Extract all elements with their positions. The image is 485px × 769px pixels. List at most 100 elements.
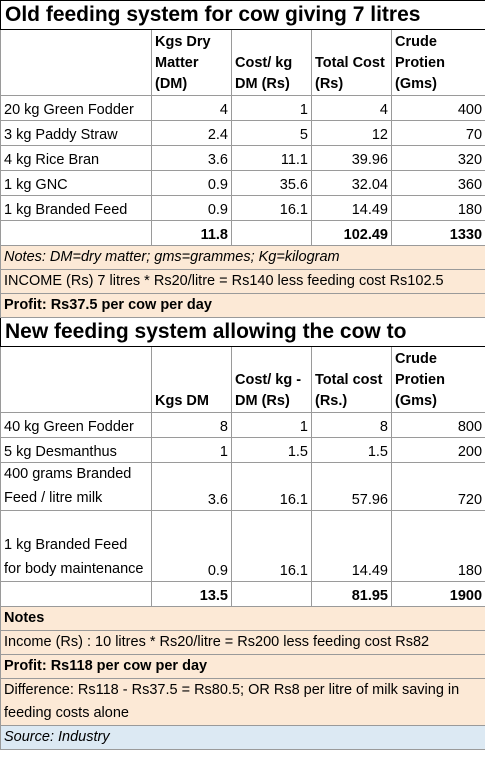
old-title-row: Old feeding system for cow giving 7 litr… — [0, 0, 485, 30]
old-totals-row: 11.8 102.49 1330 — [0, 220, 485, 246]
difference-note: Difference: Rs118 - Rs37.5 = Rs80.5; OR … — [0, 678, 485, 726]
old-row-protein: 320 — [390, 145, 485, 171]
new-header-crude-protein: Crude Protien (Gms) — [390, 346, 485, 413]
new-row-protein: 200 — [390, 437, 485, 463]
new-row-protein: 180 — [390, 510, 485, 582]
new-row-item: 40 kg Green Fodder — [0, 412, 152, 438]
old-total-cost: 102.49 — [311, 220, 392, 246]
feeding-table: Old feeding system for cow giving 7 litr… — [0, 0, 485, 750]
old-total-cost-blank — [231, 220, 312, 246]
old-row-protein: 400 — [390, 95, 485, 121]
new-row-protein: 720 — [390, 462, 485, 511]
old-row-cost: 1 — [231, 95, 312, 121]
old-profit: Profit: Rs37.5 per cow per day — [0, 293, 485, 318]
old-income-row: INCOME (Rs) 7 litres * Rs20/litre = Rs14… — [0, 269, 485, 294]
old-profit-row: Profit: Rs37.5 per cow per day — [0, 293, 485, 318]
source-row: Source: Industry — [0, 725, 485, 750]
new-notes: Notes — [0, 606, 485, 631]
new-income-row: Income (Rs) : 10 litres * Rs20/litre = R… — [0, 630, 485, 655]
old-row-item: 1 kg GNC — [0, 170, 152, 196]
old-income: INCOME (Rs) 7 litres * Rs20/litre = Rs14… — [0, 269, 485, 294]
new-row-cost: 1.5 — [231, 437, 312, 463]
new-row-cost: 16.1 — [231, 462, 312, 511]
new-row-cost: 1 — [231, 412, 312, 438]
old-row-total: 4 — [311, 95, 392, 121]
old-row-total: 12 — [311, 120, 392, 146]
old-row-dm: 3.6 — [151, 145, 232, 171]
old-header-cost-per-kg: Cost/ kg DM (Rs) — [231, 29, 312, 96]
old-row-cost: 16.1 — [231, 195, 312, 221]
old-row-dm: 0.9 — [151, 195, 232, 221]
difference-row: Difference: Rs118 - Rs37.5 = Rs80.5; OR … — [0, 678, 485, 726]
old-system-title: Old feeding system for cow giving 7 litr… — [0, 0, 485, 30]
new-total-cost: 81.95 — [311, 581, 392, 607]
old-row-item: 3 kg Paddy Straw — [0, 120, 152, 146]
new-row-item: 400 grams Branded Feed / litre milk — [0, 462, 152, 511]
old-header-row: Kgs Dry Matter (DM) Cost/ kg DM (Rs) Tot… — [0, 29, 485, 96]
new-system-title: New feeding system allowing the cow to — [0, 317, 485, 347]
old-row: 1 kg Branded Feed 0.9 16.1 14.49 180 — [0, 195, 485, 221]
old-row-protein: 360 — [390, 170, 485, 196]
new-row-total: 14.49 — [311, 510, 392, 582]
new-row-total: 8 — [311, 412, 392, 438]
new-header-row: Kgs DM Cost/ kg - DM (Rs) Total cost (Rs… — [0, 346, 485, 413]
new-header-total-cost: Total cost (Rs.) — [311, 346, 392, 413]
new-row-protein: 800 — [390, 412, 485, 438]
new-row: 5 kg Desmanthus 1 1.5 1.5 200 — [0, 437, 485, 463]
old-row-total: 14.49 — [311, 195, 392, 221]
new-row: 40 kg Green Fodder 8 1 8 800 — [0, 412, 485, 438]
new-row-dm: 3.6 — [151, 462, 232, 511]
old-notes-row: Notes: DM=dry matter; gms=grammes; Kg=ki… — [0, 245, 485, 270]
new-profit-row: Profit: Rs118 per cow per day — [0, 654, 485, 679]
old-row: 4 kg Rice Bran 3.6 11.1 39.96 320 — [0, 145, 485, 171]
new-row: 1 kg Branded Feed for body maintenance 0… — [0, 510, 485, 582]
old-row-item: 20 kg Green Fodder — [0, 95, 152, 121]
new-row-dm: 8 — [151, 412, 232, 438]
old-header-dm: Kgs Dry Matter (DM) — [151, 29, 232, 96]
old-total-protein: 1330 — [390, 220, 485, 246]
old-header-crude-protein: Crude Protien (Gms) — [390, 29, 485, 96]
new-row-cost: 16.1 — [231, 510, 312, 582]
new-total-label — [0, 581, 152, 607]
old-row: 1 kg GNC 0.9 35.6 32.04 360 — [0, 170, 485, 196]
source-note: Source: Industry — [0, 725, 485, 750]
old-notes: Notes: DM=dry matter; gms=grammes; Kg=ki… — [0, 245, 485, 270]
old-row-dm: 4 — [151, 95, 232, 121]
new-income: Income (Rs) : 10 litres * Rs20/litre = R… — [0, 630, 485, 655]
old-header-total-cost: Total Cost (Rs) — [311, 29, 392, 96]
old-row-total: 39.96 — [311, 145, 392, 171]
new-row-dm: 1 — [151, 437, 232, 463]
new-total-cost-blank — [231, 581, 312, 607]
old-total-label — [0, 220, 152, 246]
old-row-cost: 5 — [231, 120, 312, 146]
new-header-cost-per-kg: Cost/ kg - DM (Rs) — [231, 346, 312, 413]
new-total-dm: 13.5 — [151, 581, 232, 607]
old-row-protein: 180 — [390, 195, 485, 221]
old-row-protein: 70 — [390, 120, 485, 146]
new-header-dm: Kgs DM — [151, 346, 232, 413]
old-header-item — [0, 29, 152, 96]
old-row-dm: 2.4 — [151, 120, 232, 146]
old-row-dm: 0.9 — [151, 170, 232, 196]
old-row-cost: 35.6 — [231, 170, 312, 196]
new-totals-row: 13.5 81.95 1900 — [0, 581, 485, 607]
new-row: 400 grams Branded Feed / litre milk 3.6 … — [0, 462, 485, 511]
old-row: 3 kg Paddy Straw 2.4 5 12 70 — [0, 120, 485, 146]
old-row: 20 kg Green Fodder 4 1 4 400 — [0, 95, 485, 121]
new-row-total: 1.5 — [311, 437, 392, 463]
new-row-item: 5 kg Desmanthus — [0, 437, 152, 463]
new-title-row: New feeding system allowing the cow to — [0, 317, 485, 347]
old-row-cost: 11.1 — [231, 145, 312, 171]
new-header-item — [0, 346, 152, 413]
new-row-total: 57.96 — [311, 462, 392, 511]
new-profit: Profit: Rs118 per cow per day — [0, 654, 485, 679]
new-row-dm: 0.9 — [151, 510, 232, 582]
old-row-total: 32.04 — [311, 170, 392, 196]
new-total-protein: 1900 — [390, 581, 485, 607]
old-row-item: 4 kg Rice Bran — [0, 145, 152, 171]
new-row-item: 1 kg Branded Feed for body maintenance — [0, 510, 152, 582]
old-total-dm: 11.8 — [151, 220, 232, 246]
old-row-item: 1 kg Branded Feed — [0, 195, 152, 221]
new-notes-row: Notes — [0, 606, 485, 631]
